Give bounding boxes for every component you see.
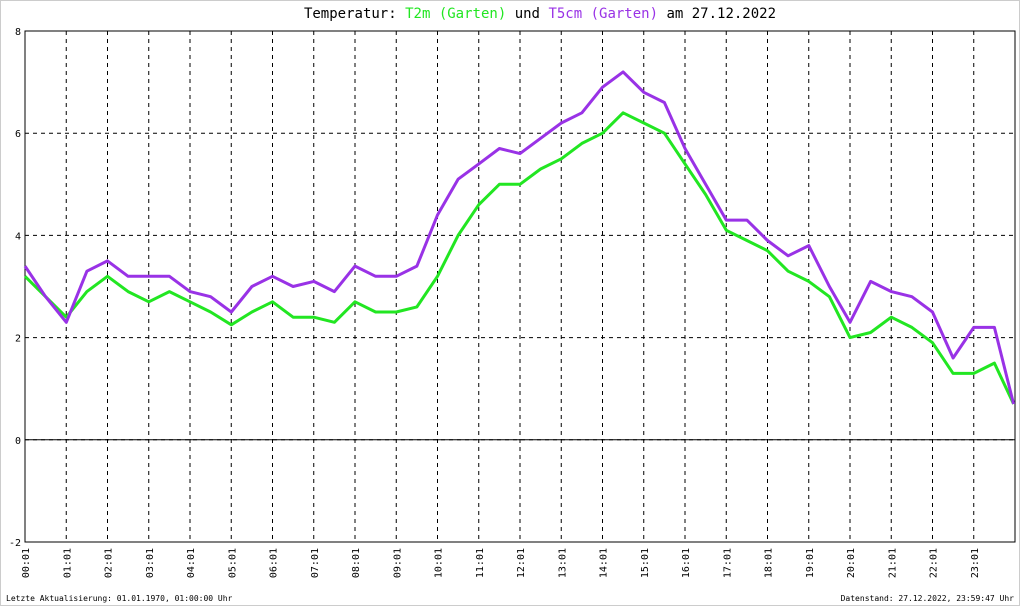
x-tick-label: 00:01 [21,548,32,578]
x-tick-label: 03:01 [145,548,156,578]
title-text: und [515,6,540,22]
x-tick-label: 01:01 [62,548,73,578]
data-line [23,70,1016,405]
footer-right: Datenstand: 27.12.2022, 23:59:47 Uhr [841,594,1015,603]
x-tick-label: 07:01 [310,548,321,578]
data-line [23,111,1015,405]
x-tick-label: 04:01 [186,548,197,578]
x-tick-label: 16:01 [681,548,692,578]
x-tick-label: 12:01 [516,548,527,578]
y-tick-label: 8 [15,27,21,38]
x-tick-label: 15:01 [640,548,651,578]
title-text: am 27.12.2022 [666,6,776,22]
y-tick-label: 0 [15,436,21,447]
x-tick-label: 02:01 [104,548,115,578]
x-tick-label: 09:01 [392,548,403,578]
y-tick-label: -2 [9,538,21,549]
x-tick-label: 17:01 [722,548,733,578]
x-tick-label: 18:01 [764,548,775,578]
legend-entry: T2m (Garten) [405,6,506,22]
x-tick-label: 23:01 [970,548,981,578]
x-tick-label: 14:01 [599,548,610,578]
x-tick-label: 05:01 [227,548,238,578]
y-tick-label: 6 [15,129,21,140]
x-tick-label: 06:01 [269,548,280,578]
x-tick-label: 11:01 [475,548,486,578]
x-tick-label: 08:01 [351,548,362,578]
y-tick-label: 4 [15,231,21,242]
y-tick-label: 2 [15,334,21,345]
chart-title: Temperatur: T2m (Garten) und T5cm (Garte… [304,6,776,22]
footer-left: Letzte Aktualisierung: 01.01.1970, 01:00… [6,594,233,603]
x-tick-label: 21:01 [887,548,898,578]
x-tick-label: 22:01 [929,548,940,578]
legend-entry: T5cm (Garten) [548,6,658,22]
x-tick-label: 20:01 [846,548,857,578]
x-tick-label: 10:01 [434,548,445,578]
title-text: Temperatur: [304,6,397,22]
x-tick-label: 13:01 [557,548,568,578]
x-tick-label: 19:01 [805,548,816,578]
